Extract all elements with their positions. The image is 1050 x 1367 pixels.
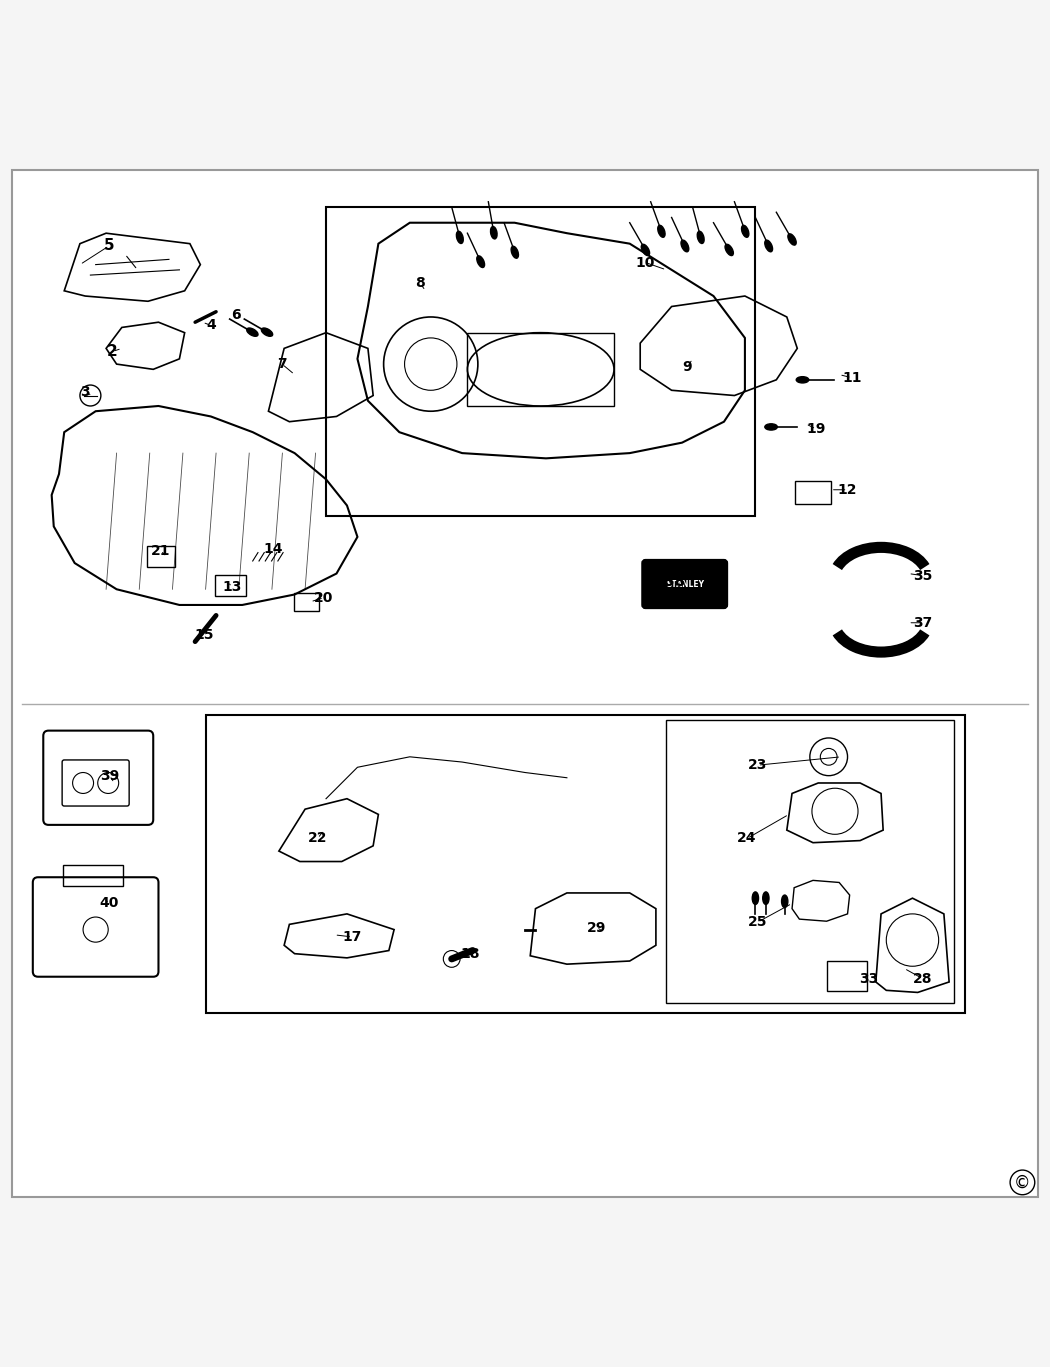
Text: 3: 3 [81, 385, 90, 399]
Text: 9: 9 [682, 361, 692, 375]
Ellipse shape [726, 245, 733, 256]
Ellipse shape [247, 328, 258, 336]
Text: 33: 33 [859, 972, 878, 986]
Text: 37: 37 [914, 615, 932, 630]
Text: 6: 6 [231, 308, 240, 321]
Text: 21: 21 [151, 544, 170, 558]
Text: 17: 17 [342, 930, 362, 945]
Text: 22: 22 [308, 831, 328, 845]
Ellipse shape [261, 328, 273, 336]
FancyBboxPatch shape [12, 171, 1038, 1196]
Text: 2: 2 [107, 344, 118, 360]
Text: 15: 15 [195, 629, 214, 642]
Text: 11: 11 [842, 370, 861, 384]
Text: 38: 38 [665, 574, 686, 589]
Text: 40: 40 [100, 897, 119, 910]
Ellipse shape [741, 226, 749, 238]
Ellipse shape [764, 424, 777, 431]
Text: 29: 29 [587, 920, 606, 935]
Text: 13: 13 [223, 580, 242, 595]
Ellipse shape [490, 227, 497, 239]
Text: 25: 25 [748, 916, 768, 930]
Text: 24: 24 [737, 831, 757, 845]
Text: LITHIUM: LITHIUM [868, 569, 890, 574]
Text: 20: 20 [314, 591, 334, 604]
Ellipse shape [657, 226, 665, 238]
Text: STANLEY: STANLEY [667, 580, 705, 589]
Ellipse shape [477, 256, 484, 268]
Text: 18: 18 [461, 947, 480, 961]
Ellipse shape [697, 231, 705, 243]
Ellipse shape [511, 246, 519, 258]
Ellipse shape [681, 241, 689, 252]
Ellipse shape [796, 377, 808, 383]
Text: 7: 7 [277, 357, 287, 370]
Text: 23: 23 [748, 759, 768, 772]
Text: 12: 12 [838, 483, 857, 496]
Text: 5: 5 [104, 238, 114, 253]
Text: 35: 35 [914, 569, 932, 582]
Ellipse shape [752, 891, 758, 905]
Ellipse shape [781, 895, 788, 908]
Text: 4: 4 [206, 319, 215, 332]
FancyBboxPatch shape [643, 560, 727, 608]
Ellipse shape [788, 234, 796, 245]
Text: 14: 14 [264, 543, 284, 556]
Ellipse shape [642, 245, 650, 256]
Ellipse shape [764, 241, 773, 252]
Text: 10: 10 [635, 256, 655, 269]
Text: 28: 28 [914, 972, 932, 986]
Text: STANLEY: STANLEY [868, 626, 889, 630]
Text: ©: © [1014, 1173, 1031, 1192]
Text: 19: 19 [806, 422, 825, 436]
Text: 39: 39 [100, 768, 119, 783]
Ellipse shape [762, 891, 769, 905]
Text: 8: 8 [416, 276, 425, 290]
Ellipse shape [457, 231, 463, 243]
